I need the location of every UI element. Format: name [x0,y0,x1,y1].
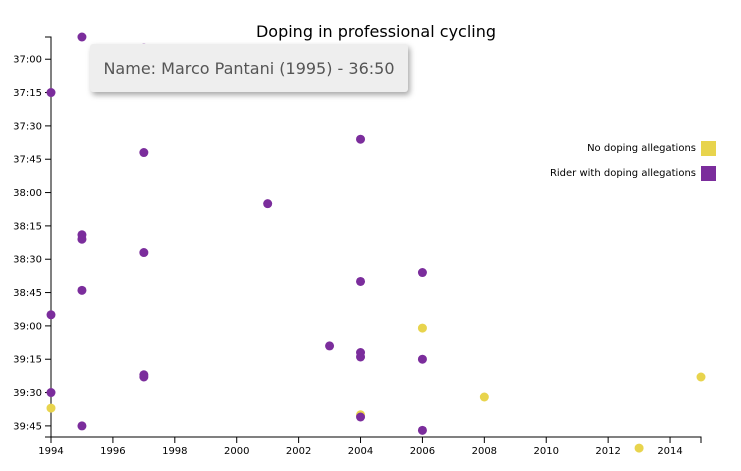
data-point[interactable] [356,276,366,286]
y-tick-label: 38:00 [13,188,42,199]
y-tick-label: 39:15 [13,355,42,366]
legend: No doping allegations Rider with doping a… [550,141,716,181]
data-point[interactable] [356,412,366,422]
x-tick-label: 2002 [286,446,311,457]
x-tick-label: 1996 [100,446,125,457]
data-point[interactable] [46,403,56,413]
y-tick-label: 38:15 [13,221,42,232]
data-point[interactable] [139,148,149,158]
x-tick-label: 2000 [224,446,249,457]
legend-label: Rider with doping allegations [550,168,696,179]
data-point[interactable] [139,372,149,382]
y-axis-line [45,36,52,438]
data-point[interactable] [77,285,87,295]
data-point[interactable] [417,425,427,435]
y-tick-label: 38:45 [13,288,42,299]
data-point[interactable] [46,310,56,320]
axes: 37:00 37:15 37:30 37:45 38:00 38:15 38:30 38:45… [13,36,702,457]
data-point[interactable] [325,341,335,351]
data-point[interactable] [634,443,644,453]
data-points [46,32,706,453]
legend-swatch [701,141,716,156]
x-tick-label: 2012 [595,446,620,457]
y-tick-label: 37:15 [13,88,42,99]
data-point[interactable] [263,199,273,209]
data-point[interactable] [417,354,427,364]
data-point[interactable] [46,388,56,398]
legend-label: No doping allegations [587,143,696,154]
x-tick-label: 1994 [38,446,63,457]
data-point[interactable] [417,268,427,278]
data-point[interactable] [417,323,427,333]
data-point[interactable] [356,352,366,362]
data-point[interactable] [46,88,56,98]
data-point[interactable] [139,248,149,258]
data-point[interactable] [77,234,87,244]
x-tick-label: 2008 [472,446,497,457]
data-point[interactable] [77,32,87,42]
x-tick-label: 2004 [348,446,373,457]
legend-swatch [701,166,716,181]
y-tick-label: 38:30 [13,255,42,266]
tooltip-text: Name: Marco Pantani (1995) - 36:50 [103,58,395,78]
y-tick-label: 39:30 [13,388,42,399]
x-tick-label: 2010 [534,446,559,457]
x-tick-label: 1998 [162,446,187,457]
data-point[interactable] [356,134,366,144]
y-tick-label: 37:45 [13,155,42,166]
x-tick-label: 2006 [410,446,435,457]
tooltip: Name: Marco Pantani (1995) - 36:50 [90,44,408,92]
data-point[interactable] [479,392,489,402]
x-axis-line [50,436,702,443]
y-tick-label: 37:30 [13,121,42,132]
data-point[interactable] [77,421,87,431]
x-tick-label: 2014 [657,446,682,457]
y-tick-label: 39:00 [13,321,42,332]
chart-title: Doping in professional cycling [256,22,496,41]
y-tick-label: 39:45 [13,421,42,432]
y-tick-label: 37:00 [13,55,42,66]
data-point[interactable] [696,372,706,382]
